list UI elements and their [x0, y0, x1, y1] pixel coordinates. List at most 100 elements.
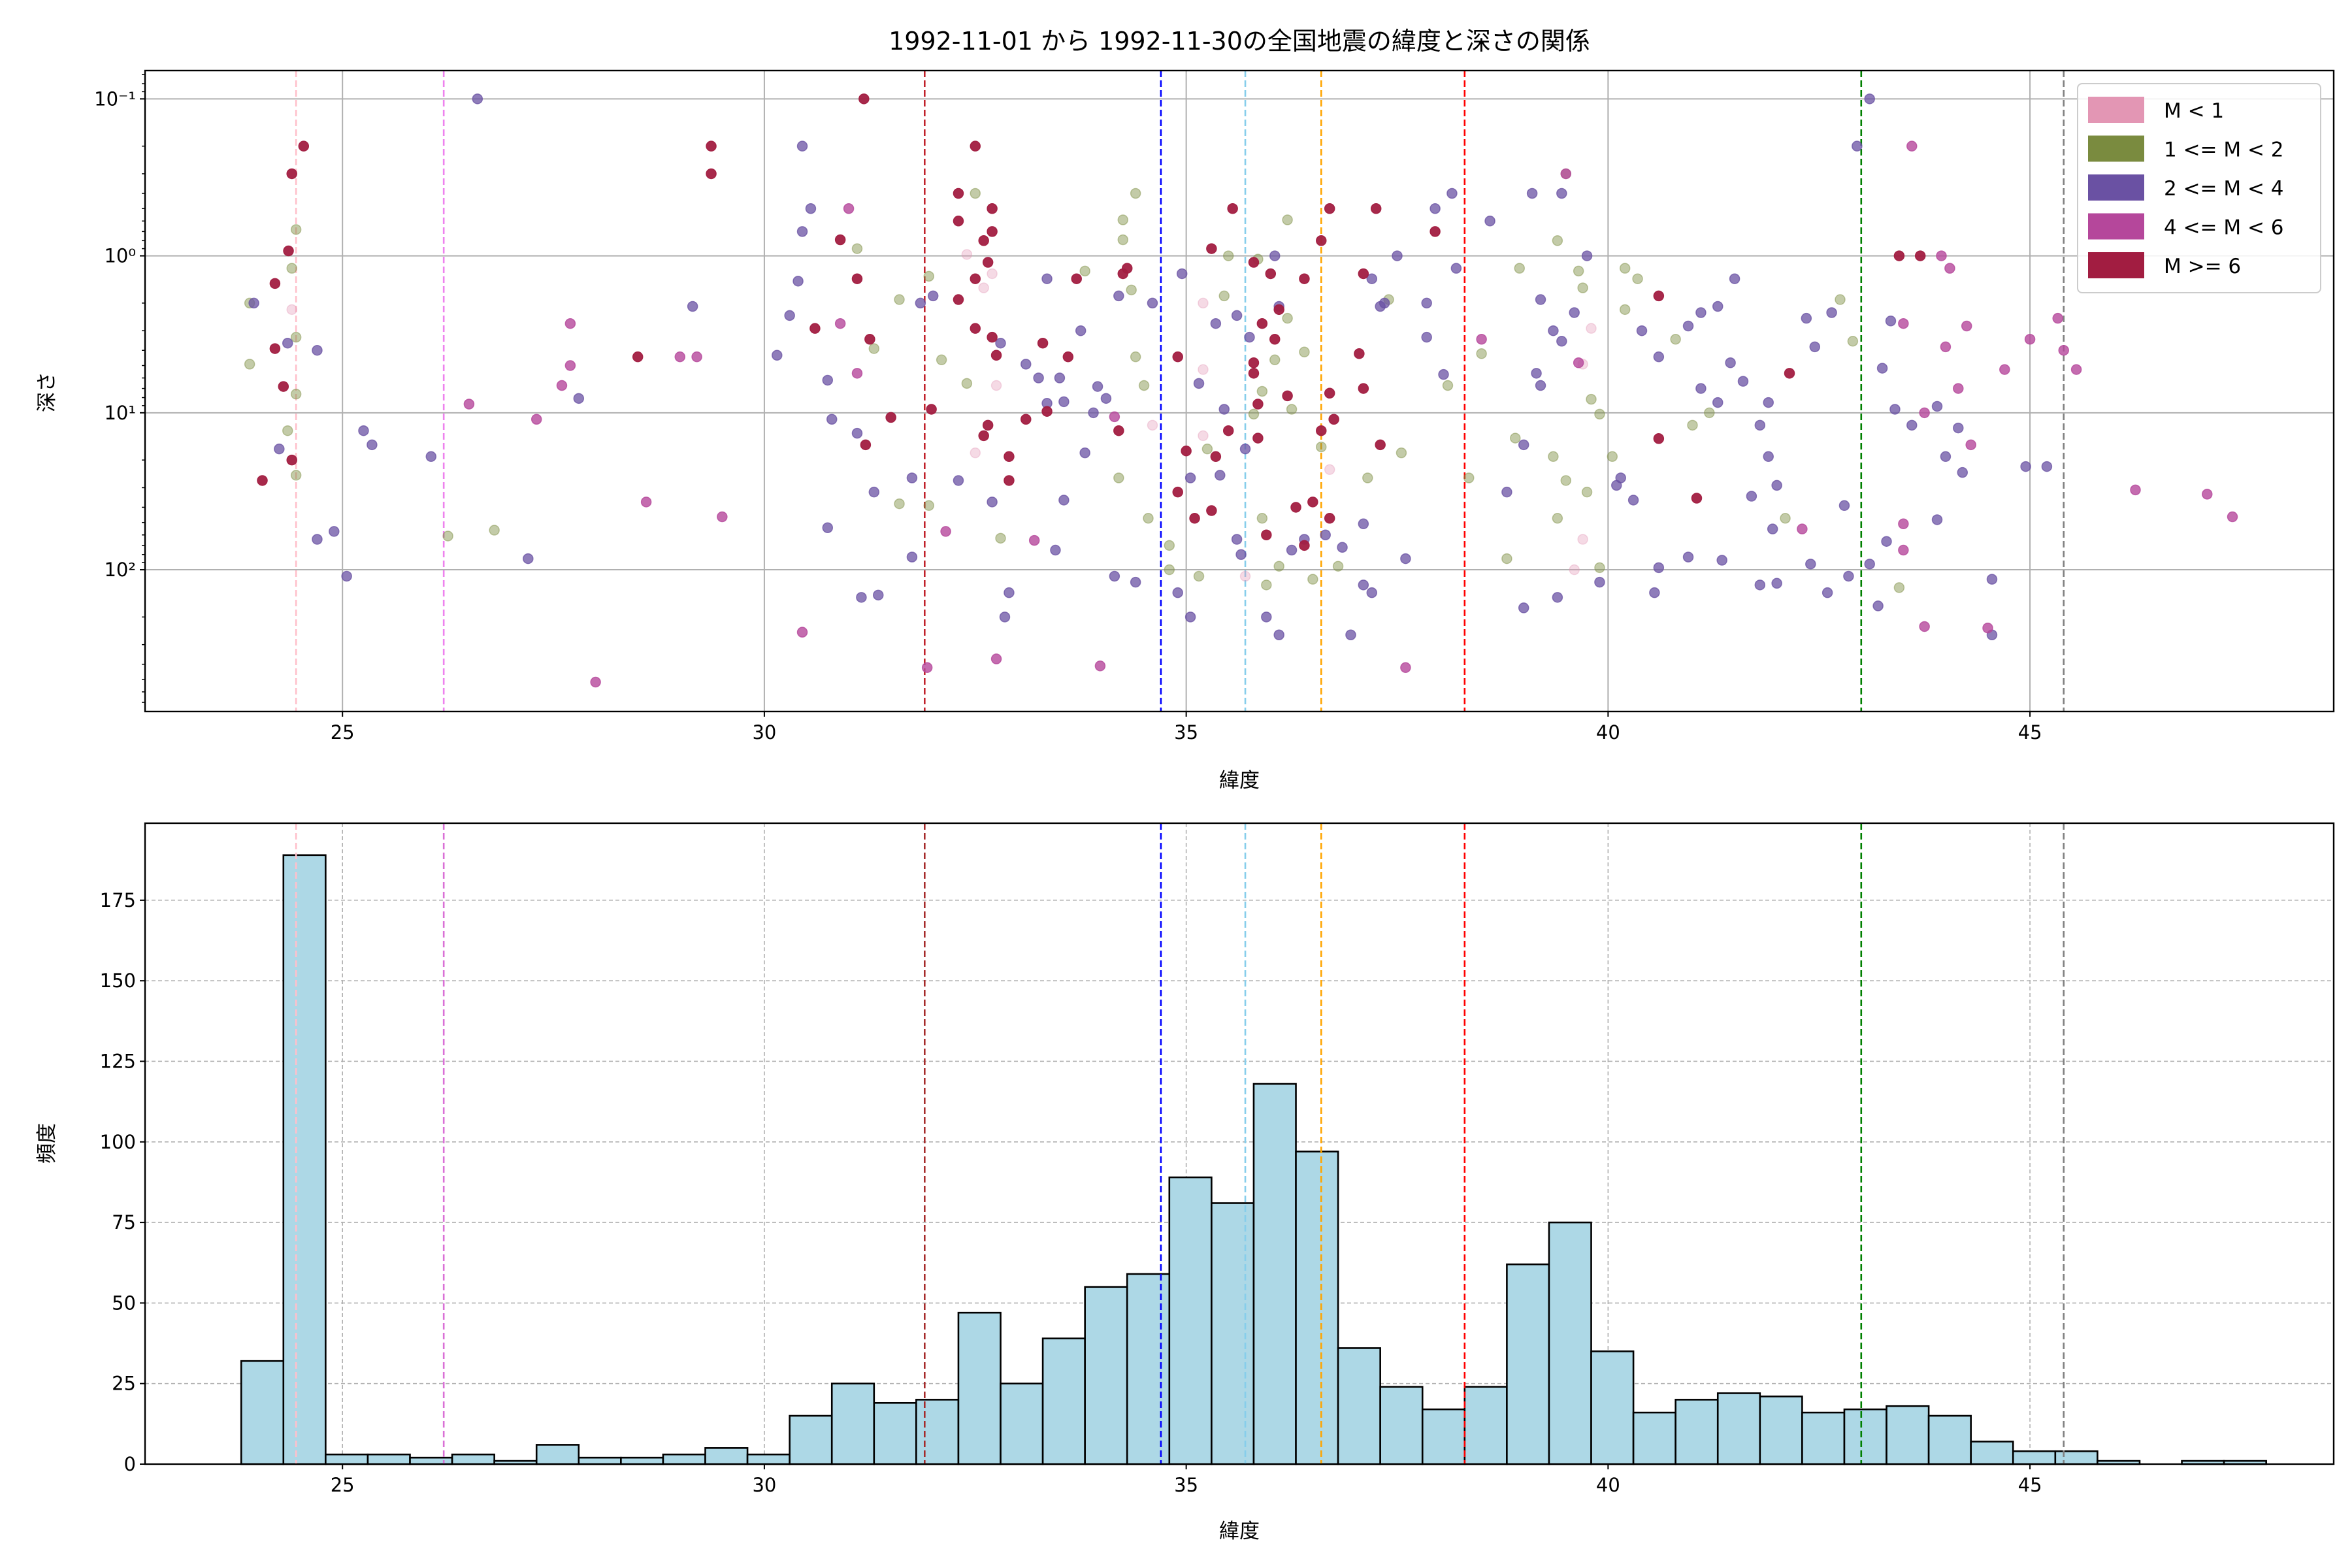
data-point: [868, 343, 880, 354]
data-point: [1670, 334, 1681, 345]
histogram-bar: [535, 1444, 580, 1465]
histogram-bar: [1295, 1151, 1339, 1465]
data-point: [1324, 513, 1335, 524]
data-point: [1801, 312, 1812, 324]
data-point: [990, 653, 1002, 664]
data-point: [286, 263, 297, 274]
data-point: [1316, 425, 1327, 436]
data-point: [1463, 472, 1475, 483]
data-point: [1088, 407, 1099, 419]
data-point: [1872, 600, 1884, 612]
data-point: [1893, 582, 1905, 593]
data-point: [1569, 307, 1580, 318]
data-point: [290, 388, 302, 400]
data-point: [2227, 511, 2238, 523]
histogram-bar: [1000, 1382, 1044, 1465]
data-point: [248, 297, 259, 309]
histogram-bar: [1843, 1408, 1887, 1465]
y-tick-label: 10²: [104, 559, 136, 581]
data-point: [1337, 542, 1348, 553]
data-point: [873, 589, 884, 601]
data-point: [1316, 235, 1327, 246]
data-point: [1396, 447, 1407, 459]
data-point: [1682, 320, 1694, 332]
data-point: [1763, 451, 1774, 463]
data-point: [1392, 250, 1403, 261]
data-point: [1552, 235, 1563, 246]
data-point: [1821, 587, 1833, 598]
data-point: [1210, 451, 1222, 463]
data-point: [987, 226, 998, 237]
data-point: [809, 323, 821, 334]
data-point: [1261, 580, 1272, 591]
data-point: [860, 439, 872, 451]
histogram-bar: [662, 1453, 706, 1465]
data-point: [286, 304, 297, 316]
data-point: [1100, 393, 1112, 404]
data-point: [329, 526, 340, 537]
data-point: [978, 430, 989, 442]
data-point: [1881, 536, 1892, 547]
x-axis-label: 緯度: [1219, 1520, 1260, 1543]
data-point: [1021, 414, 1032, 425]
data-point: [358, 425, 369, 436]
data-point: [1552, 592, 1563, 603]
data-point: [1181, 445, 1192, 457]
histogram-bar: [1211, 1202, 1255, 1465]
data-point: [244, 359, 255, 370]
data-point: [2130, 484, 2141, 496]
data-point: [1784, 368, 1795, 379]
y-tick-label: 100: [100, 1131, 136, 1153]
histogram-bar: [282, 854, 327, 1465]
data-point: [1953, 383, 1964, 394]
data-point: [1261, 529, 1272, 541]
data-point: [961, 249, 973, 260]
data-point: [687, 301, 698, 312]
data-point: [1358, 518, 1369, 530]
data-point: [1130, 188, 1141, 199]
data-point: [805, 203, 817, 214]
data-point: [1184, 612, 1196, 623]
data-point: [1299, 273, 1310, 284]
data-point: [1079, 265, 1090, 277]
histogram-bar: [1716, 1392, 1761, 1465]
data-point: [834, 234, 846, 246]
legend-label: 1 <= M < 2: [2164, 139, 2284, 162]
data-point: [2058, 344, 2069, 356]
legend-label: 2 <= M < 4: [2164, 177, 2284, 201]
data-point: [1193, 378, 1205, 389]
data-point: [282, 425, 293, 436]
histogram-bar: [1252, 1083, 1297, 1465]
data-point: [953, 475, 964, 486]
data-point: [590, 676, 601, 688]
data-point: [953, 294, 964, 305]
data-point: [1594, 562, 1605, 574]
data-point: [921, 662, 933, 674]
data-point: [1147, 297, 1158, 309]
series-4-m-6: [463, 140, 2238, 688]
data-point: [1450, 263, 1462, 274]
data-point: [1931, 514, 1943, 525]
data-point: [970, 273, 981, 284]
data-point: [851, 243, 863, 254]
data-point: [1176, 268, 1188, 280]
y-tick-label: 125: [100, 1050, 136, 1072]
data-point: [1864, 93, 1875, 105]
data-point: [341, 570, 352, 582]
data-point: [1324, 464, 1335, 475]
data-point: [1627, 495, 1639, 506]
data-point: [1797, 523, 1808, 534]
data-point: [1780, 513, 1791, 524]
data-point: [1704, 407, 1715, 419]
data-point: [1442, 380, 1454, 391]
data-point: [1109, 570, 1120, 582]
data-point: [1754, 580, 1766, 591]
histogram-bar: [1084, 1286, 1128, 1465]
axes-frame: [144, 69, 2335, 713]
data-point: [953, 188, 964, 199]
histogram-bar: [1041, 1337, 1086, 1465]
data-point: [1712, 397, 1723, 408]
data-point: [1117, 268, 1129, 280]
data-point: [868, 486, 880, 498]
histogram-bar: [1927, 1414, 1972, 1465]
